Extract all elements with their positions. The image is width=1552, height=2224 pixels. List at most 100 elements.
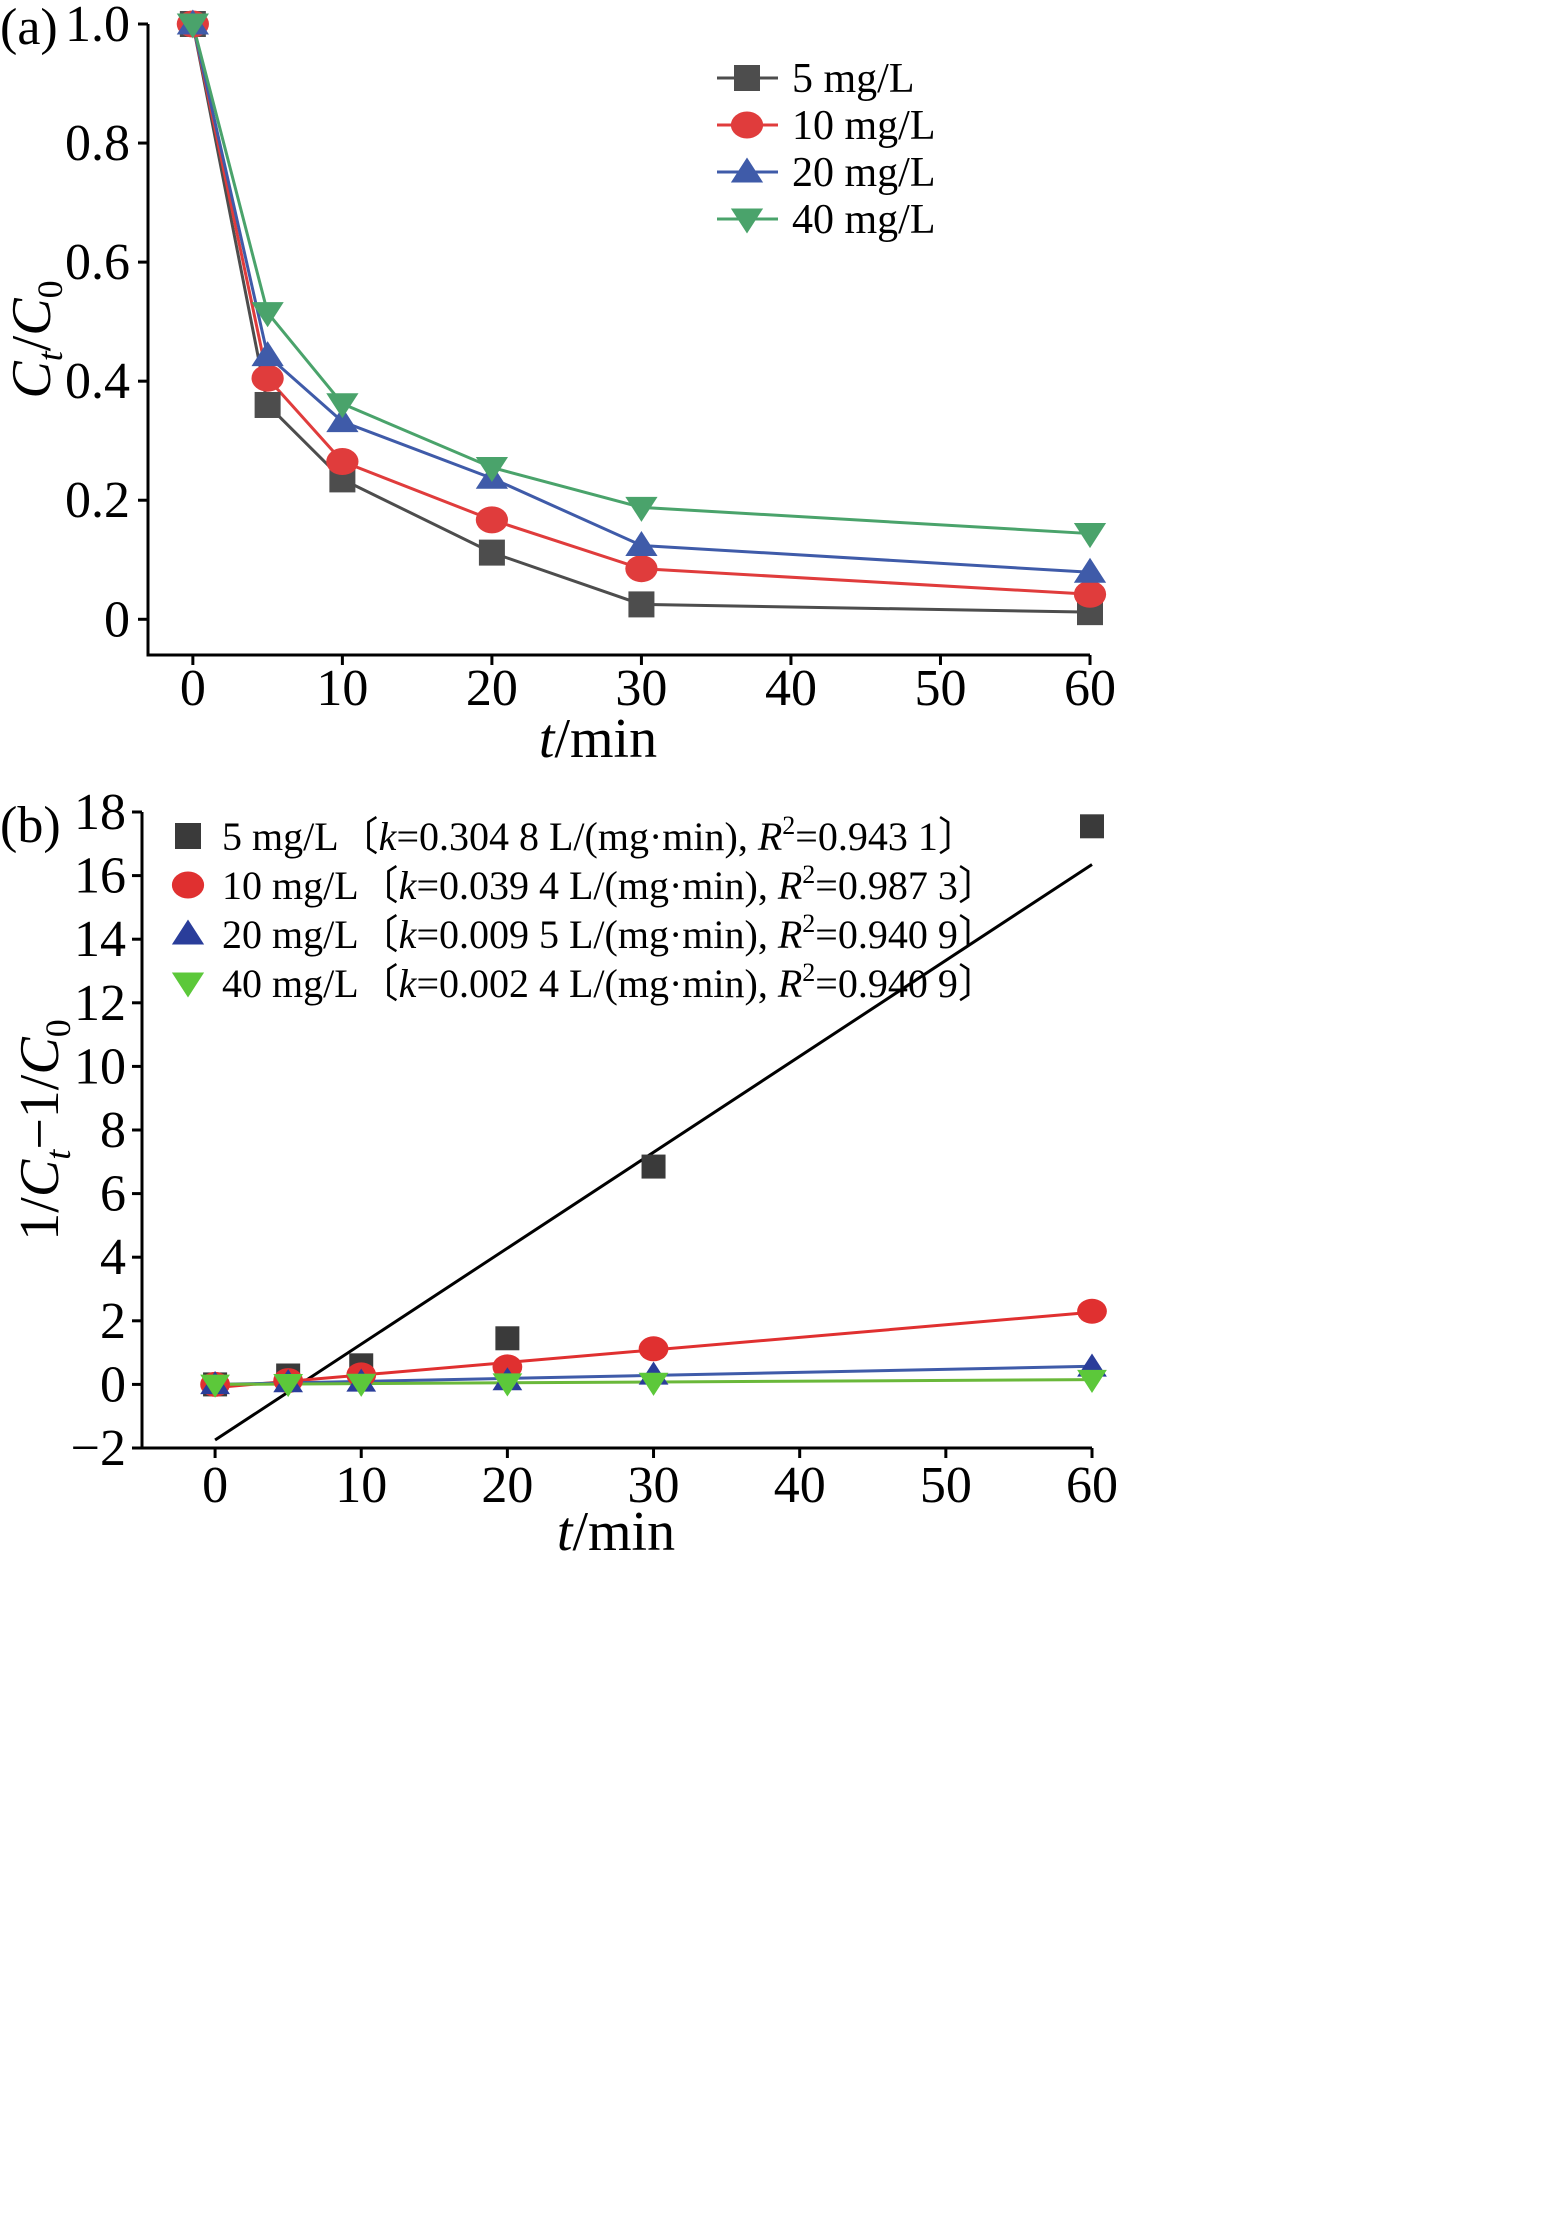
chart-a-point-1-3 xyxy=(475,506,509,534)
chart-a-legend-marker-1 xyxy=(730,111,764,139)
chart-b-legend-marker-3 xyxy=(171,972,205,998)
chart-b-point-0-4 xyxy=(641,1154,666,1179)
chart-b-legend-r-3: R xyxy=(777,961,802,1006)
chart-b-legend-head-3: 40 mg/L〔 xyxy=(222,961,399,1006)
chart-a-y-axis-title-c: C xyxy=(1,361,63,399)
chart-b-legend-marker-2 xyxy=(171,919,205,945)
chart-b-legend-sup-2: 2 xyxy=(802,909,815,938)
chart-a-x-tick-label: 50 xyxy=(914,660,966,717)
chart-b-point-3-0 xyxy=(200,1374,230,1398)
chart-a-y-axis-title-sub-0: 0 xyxy=(30,280,70,298)
chart-b-x-tick-label: 40 xyxy=(774,1457,826,1514)
chart-a-series-line-0 xyxy=(191,23,1091,614)
chart-a-point-1-5 xyxy=(1073,580,1107,608)
chart-b-legend-r-1: R xyxy=(777,863,802,908)
chart-b-legend-kval-1: =0.039 4 L/(mg·min), xyxy=(416,863,777,908)
chart-b-legend-marker-0 xyxy=(175,823,201,849)
chart-b-x-tick-label: 20 xyxy=(481,1457,533,1514)
chart-a-y-tick-label: 1.0 xyxy=(65,0,130,53)
chart-a-x-tick-label: 60 xyxy=(1064,660,1116,717)
chart-a-point-1-4 xyxy=(625,555,658,583)
chart-a-series-line-3 xyxy=(191,23,1091,536)
chart-a-y-tick-label: 0.6 xyxy=(65,234,130,291)
chart-b-y-tick-label: 18 xyxy=(74,784,126,841)
chart-a-y-tick-label: 0.8 xyxy=(65,115,130,172)
chart-b-y-axis-title-pre: 1/ xyxy=(9,1197,71,1241)
chart-b-legend-sup-1: 2 xyxy=(802,860,815,889)
chart-b-fit-line-0 xyxy=(214,863,1093,1442)
chart-b-y-axis-title: 1/Ct−1/C0 xyxy=(9,1019,78,1240)
chart-a-point-3-4 xyxy=(625,496,658,522)
chart-b-legend-r-0: R xyxy=(757,814,782,859)
chart-a-point-2-4 xyxy=(625,530,658,556)
chart-b-legend-rval-1: =0.987 3〕 xyxy=(815,863,998,908)
chart-b-legend-marker-1 xyxy=(171,871,205,899)
chart-a-x-axis-title: t/min xyxy=(539,708,657,770)
chart-b-legend-label-0: 5 mg/L〔k=0.304 8 L/(mg·min), R2=0.943 1〕 xyxy=(222,811,978,859)
chart-a-x-axis-title-unit: /min xyxy=(554,708,657,770)
chart-b-legend-sup-0: 2 xyxy=(782,811,795,840)
chart-b-legend-r-2: R xyxy=(777,912,802,957)
chart-b-y-tick-label: 4 xyxy=(100,1229,126,1286)
chart-b-y-axis-title-sub-0: 0 xyxy=(38,1019,78,1037)
chart-b-point-1-5 xyxy=(1077,1298,1107,1324)
chart-a-legend-label-1: 10 mg/L xyxy=(792,103,936,149)
chart-b-y-axis-title-sub-t: t xyxy=(38,1149,78,1160)
chart-b-legend-head-0: 5 mg/L〔 xyxy=(222,814,379,859)
chart-a-y-tick-label: 0.2 xyxy=(65,472,130,529)
chart-b-point-3-4 xyxy=(638,1372,669,1396)
chart-b-x-tick-label: 30 xyxy=(628,1457,680,1514)
chart-b-y-axis-title-c0: C xyxy=(9,1037,71,1075)
chart-b-panel-label: (b) xyxy=(0,797,61,854)
chart-b-x-tick-label: 60 xyxy=(1066,1457,1118,1514)
chart-a-panel-label: (a) xyxy=(0,0,58,56)
chart-b-legend-rval-2: =0.940 9〕 xyxy=(815,912,998,957)
chart-a-point-0-1 xyxy=(254,391,281,418)
chart-a-point-3-0 xyxy=(176,13,209,39)
chart-b-y-tick-label: 2 xyxy=(100,1293,126,1350)
chart-b-point-3-5 xyxy=(1077,1369,1107,1394)
chart-b-y-tick-label: 14 xyxy=(74,911,126,968)
chart-b-y-tick-label: 8 xyxy=(100,1102,126,1159)
chart-b-legend-k-3: k xyxy=(399,961,418,1006)
chart-a-point-0-4 xyxy=(628,591,655,618)
chart-a-point-1-1 xyxy=(251,364,284,392)
chart-a-point-1-2 xyxy=(326,448,359,476)
chart-a-legend-label-0: 5 mg/L xyxy=(792,56,915,102)
chart-a-point-2-1 xyxy=(251,341,284,367)
chart-b-legend-label-3: 40 mg/L〔k=0.002 4 L/(mg·min), R2=0.940 9… xyxy=(222,958,998,1006)
chart-a-y-axis-title: Ct/C0 xyxy=(1,280,70,398)
chart-a-x-axis-title-var: t xyxy=(539,708,556,770)
chart-a-point-3-2 xyxy=(326,393,359,419)
chart-b-y-tick-label: 6 xyxy=(100,1166,126,1223)
chart-b-legend-head-1: 10 mg/L〔 xyxy=(222,863,399,908)
chart-a-y-tick-label: 0 xyxy=(104,591,130,648)
chart-b-legend-k-2: k xyxy=(399,912,418,957)
chart-b-legend-k-1: k xyxy=(399,863,418,908)
chart-b-legend-label-1: 10 mg/L〔k=0.039 4 L/(mg·min), R2=0.987 3… xyxy=(222,860,998,908)
chart-b-legend-kval-2: =0.009 5 L/(mg·min), xyxy=(416,912,777,957)
chart-a-legend-label-2: 20 mg/L xyxy=(792,150,936,196)
chart-a-y-axis-title-slash: / xyxy=(1,335,63,351)
chart-a-y-tick-label: 0.4 xyxy=(65,353,130,410)
chart-b-point-0-5 xyxy=(1080,814,1104,839)
chart-a-x-tick-label: 20 xyxy=(466,660,518,717)
chart-a-axes xyxy=(146,24,1090,657)
chart-b-legend-sup-3: 2 xyxy=(802,958,815,987)
chart-a-point-2-5 xyxy=(1073,557,1107,583)
chart-b-y-tick-label: 0 xyxy=(100,1356,126,1413)
chart-b-legend-rval-3: =0.940 9〕 xyxy=(815,961,998,1006)
chart-a-x-tick-label: 40 xyxy=(765,660,817,717)
chart-b-x-tick-label: 50 xyxy=(920,1457,972,1514)
chart-b-y-tick-label: 10 xyxy=(74,1038,126,1095)
chart-a-y-axis-title-c0: C xyxy=(1,298,63,336)
chart-b-legend-rval-0: =0.943 1〕 xyxy=(795,814,978,859)
chart-b-y-tick-label: 12 xyxy=(74,975,126,1032)
chart-a: 0 10 20 30 40 50 6000.20.40.60.81.0(a)t/minCt/… xyxy=(0,0,1116,770)
chart-a-x-tick-label: 30 xyxy=(615,660,667,717)
chart-b-x-axis-title-unit: /min xyxy=(572,1501,675,1563)
chart-b-point-0-3 xyxy=(495,1326,520,1351)
chart-a-point-3-1 xyxy=(251,302,284,328)
chart-b-legend-k-0: k xyxy=(379,814,398,859)
chart-a-legend-marker-3 xyxy=(730,208,764,234)
